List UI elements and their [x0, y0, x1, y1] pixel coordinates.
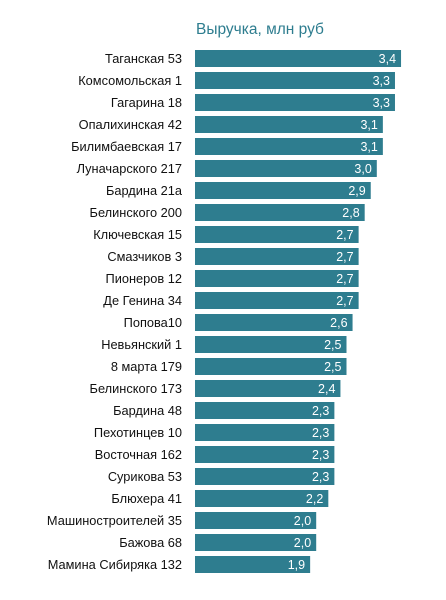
- category-label: Гагарина 18: [111, 95, 182, 110]
- bar-row: Блюхера 41 2,2: [111, 490, 329, 507]
- bar: [195, 226, 359, 243]
- value-label: 2,7: [336, 294, 353, 308]
- category-label: Де Генина 34: [103, 293, 182, 308]
- bar: [195, 50, 402, 67]
- category-label: Билимбаевская 17: [71, 139, 182, 154]
- bar: [195, 94, 395, 111]
- value-label: 3,3: [373, 96, 390, 110]
- bar-row: Луначарского 217 3,0: [77, 160, 377, 177]
- value-label: 2,6: [330, 316, 347, 330]
- value-label: 2,0: [294, 514, 311, 528]
- bar: [195, 534, 317, 551]
- bar-row: Билимбаевская 17 3,1: [71, 138, 383, 155]
- value-label: 2,3: [312, 426, 329, 440]
- value-label: 3,3: [373, 74, 390, 88]
- category-label: Блюхера 41: [111, 491, 182, 506]
- value-label: 2,7: [336, 228, 353, 242]
- value-label: 2,9: [348, 184, 365, 198]
- bar-row: Сурикова 53 2,3: [108, 468, 335, 485]
- bar-row: Гагарина 18 3,3: [111, 94, 395, 111]
- value-label: 2,7: [336, 250, 353, 264]
- value-label: 2,2: [306, 492, 323, 506]
- category-label: Опалихинская 42: [79, 117, 182, 132]
- bar: [195, 72, 395, 89]
- bar: [195, 204, 365, 221]
- bar-row: 8 марта 179 2,5: [111, 358, 347, 375]
- bar: [195, 424, 335, 441]
- category-label: Таганская 53: [105, 51, 182, 66]
- category-label: Пионеров 12: [106, 271, 182, 286]
- bar: [195, 336, 347, 353]
- category-label: Пехотинцев 10: [94, 425, 182, 440]
- bar: [195, 402, 335, 419]
- value-label: 2,7: [336, 272, 353, 286]
- value-label: 2,5: [324, 338, 341, 352]
- bar-row: Попова10 2,6: [124, 314, 353, 331]
- bar: [195, 468, 335, 485]
- category-label: Попова10: [124, 315, 182, 330]
- bar: [195, 160, 377, 177]
- value-label: 2,8: [342, 206, 359, 220]
- category-label: 8 марта 179: [111, 359, 182, 374]
- bar-row: Пехотинцев 10 2,3: [94, 424, 335, 441]
- bar-row: Белинского 200 2,8: [90, 204, 365, 221]
- bar-row: Восточная 162 2,3: [95, 446, 335, 463]
- value-label: 2,3: [312, 404, 329, 418]
- bar-row: Ключевская 15 2,7: [93, 226, 359, 243]
- value-label: 3,4: [379, 52, 396, 66]
- bar-row: Таганская 53 3,4: [105, 50, 402, 67]
- category-label: Бардина 21а: [106, 183, 183, 198]
- bar: [195, 490, 329, 507]
- category-label: Мамина Сибиряка 132: [48, 557, 182, 572]
- bar-row: Машиностроителей 35 2,0: [47, 512, 317, 529]
- bar: [195, 182, 371, 199]
- bar-row: Комсомольская 1 3,3: [78, 72, 395, 89]
- value-label: 3,1: [360, 140, 377, 154]
- value-label: 3,0: [354, 162, 371, 176]
- category-label: Ключевская 15: [93, 227, 182, 242]
- bar: [195, 358, 347, 375]
- category-label: Бажова 68: [119, 535, 182, 550]
- bar-row: Пионеров 12 2,7: [106, 270, 359, 287]
- value-label: 3,1: [360, 118, 377, 132]
- bar: [195, 248, 359, 265]
- category-label: Луначарского 217: [77, 161, 182, 176]
- bar-row: Смазчиков 3 2,7: [107, 248, 359, 265]
- category-label: Белинского 173: [90, 381, 182, 396]
- bar-row: Де Генина 34 2,7: [103, 292, 359, 309]
- bar: [195, 512, 317, 529]
- bar: [195, 556, 311, 573]
- value-label: 2,3: [312, 448, 329, 462]
- category-label: Невьянский 1: [101, 337, 182, 352]
- bar: [195, 314, 353, 331]
- value-label: 2,0: [294, 536, 311, 550]
- category-label: Машиностроителей 35: [47, 513, 182, 528]
- category-label: Белинского 200: [90, 205, 182, 220]
- bar: [195, 380, 341, 397]
- value-label: 1,9: [288, 558, 305, 572]
- bar-row: Белинского 173 2,4: [90, 380, 341, 397]
- bar-row: Невьянский 1 2,5: [101, 336, 347, 353]
- chart-title: Выручка, млн руб: [196, 21, 324, 38]
- value-label: 2,3: [312, 470, 329, 484]
- category-label: Смазчиков 3: [107, 249, 182, 264]
- bar: [195, 138, 383, 155]
- bar: [195, 270, 359, 287]
- bar: [195, 446, 335, 463]
- value-label: 2,4: [318, 382, 335, 396]
- category-label: Комсомольская 1: [78, 73, 182, 88]
- bar-row: Бардина 21а 2,9: [106, 182, 371, 199]
- bar: [195, 292, 359, 309]
- bar: [195, 116, 383, 133]
- value-label: 2,5: [324, 360, 341, 374]
- bar-row: Бажова 68 2,0: [119, 534, 317, 551]
- category-label: Сурикова 53: [108, 469, 182, 484]
- category-label: Бардина 48: [113, 403, 182, 418]
- bar-row: Мамина Сибиряка 132 1,9: [48, 556, 311, 573]
- category-label: Восточная 162: [95, 447, 182, 462]
- bar-row: Опалихинская 42 3,1: [79, 116, 383, 133]
- bar-row: Бардина 48 2,3: [113, 402, 335, 419]
